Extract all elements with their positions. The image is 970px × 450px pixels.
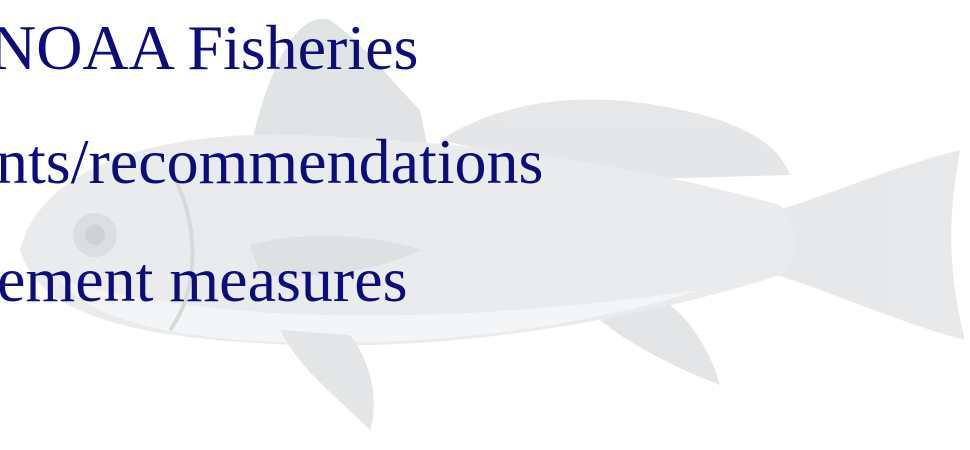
bullet-line: ement measures	[0, 244, 408, 315]
bullet-line: NOAA Fisheries	[0, 12, 419, 83]
bullet-line: nts/recommendations	[0, 126, 544, 197]
